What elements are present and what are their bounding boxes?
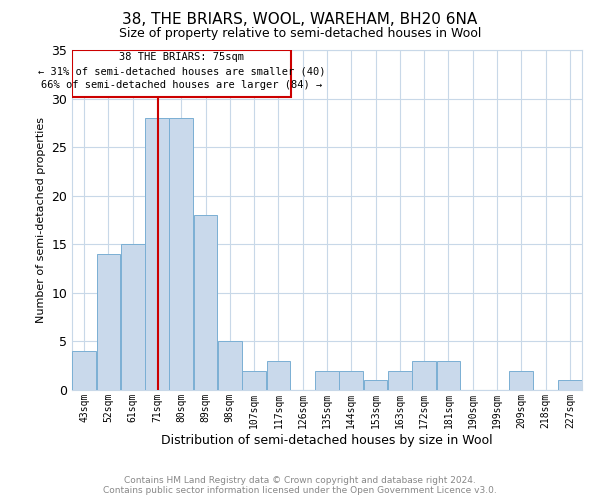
Bar — [437, 361, 460, 390]
Bar — [388, 370, 412, 390]
Bar — [218, 342, 242, 390]
Text: 38, THE BRIARS, WOOL, WAREHAM, BH20 6NA: 38, THE BRIARS, WOOL, WAREHAM, BH20 6NA — [122, 12, 478, 28]
Bar — [121, 244, 145, 390]
Bar — [145, 118, 169, 390]
Bar — [97, 254, 121, 390]
Bar — [509, 370, 533, 390]
Text: Contains HM Land Registry data © Crown copyright and database right 2024.
Contai: Contains HM Land Registry data © Crown c… — [103, 476, 497, 495]
Text: 38 THE BRIARS: 75sqm: 38 THE BRIARS: 75sqm — [119, 52, 244, 62]
Bar — [266, 361, 290, 390]
Text: 66% of semi-detached houses are larger (84) →: 66% of semi-detached houses are larger (… — [41, 80, 322, 90]
Bar — [242, 370, 266, 390]
Bar — [558, 380, 582, 390]
X-axis label: Distribution of semi-detached houses by size in Wool: Distribution of semi-detached houses by … — [161, 434, 493, 446]
Bar — [194, 215, 217, 390]
Text: Size of property relative to semi-detached houses in Wool: Size of property relative to semi-detach… — [119, 28, 481, 40]
Bar — [315, 370, 339, 390]
Y-axis label: Number of semi-detached properties: Number of semi-detached properties — [36, 117, 46, 323]
Bar — [364, 380, 388, 390]
Bar — [169, 118, 193, 390]
Bar — [412, 361, 436, 390]
Bar — [72, 351, 96, 390]
Bar — [340, 370, 363, 390]
FancyBboxPatch shape — [72, 50, 290, 96]
Text: ← 31% of semi-detached houses are smaller (40): ← 31% of semi-detached houses are smalle… — [38, 66, 325, 76]
